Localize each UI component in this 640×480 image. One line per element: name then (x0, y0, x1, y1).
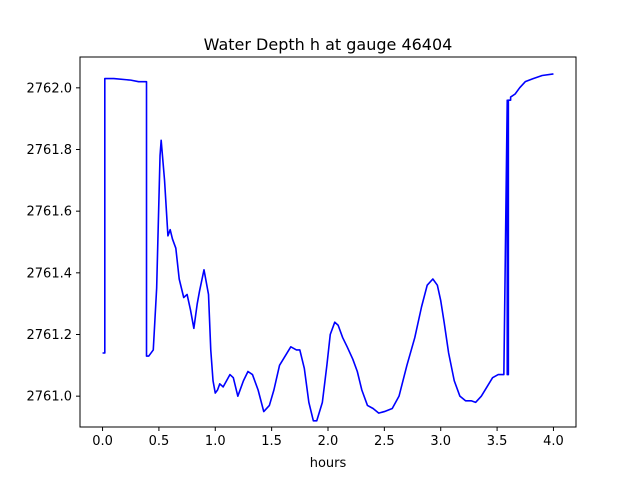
y-axis: 2761.0 2761.2 2761.4 2761.6 2761.8 2762.0 (27, 81, 81, 404)
y-tick-label: 2762.0 (27, 81, 73, 96)
x-tick-label: 1.0 (205, 434, 226, 449)
x-tick-label: 1.5 (261, 434, 282, 449)
y-tick-label: 2761.0 (27, 390, 73, 405)
y-tick-label: 2761.4 (27, 266, 73, 281)
axes-frame (80, 57, 576, 427)
x-tick-label: 2.0 (318, 434, 339, 449)
plot-area (103, 74, 554, 421)
x-tick-label: 2.5 (374, 434, 395, 449)
x-axis-label: hours (310, 456, 347, 471)
chart-title: Water Depth h at gauge 46404 (204, 35, 453, 54)
y-tick-label: 2761.8 (27, 143, 73, 158)
y-tick-label: 2761.6 (27, 205, 73, 220)
x-tick-label: 3.5 (487, 434, 508, 449)
series-line-1 (103, 74, 554, 421)
x-tick-label: 4.0 (543, 434, 564, 449)
x-axis: 0.0 0.5 1.0 1.5 2.0 2.5 3.0 3.5 4.0 (92, 427, 564, 449)
x-tick-label: 0.5 (149, 434, 170, 449)
x-tick-label: 3.0 (430, 434, 451, 449)
y-tick-label: 2761.2 (27, 328, 73, 343)
x-tick-label: 0.0 (92, 434, 113, 449)
